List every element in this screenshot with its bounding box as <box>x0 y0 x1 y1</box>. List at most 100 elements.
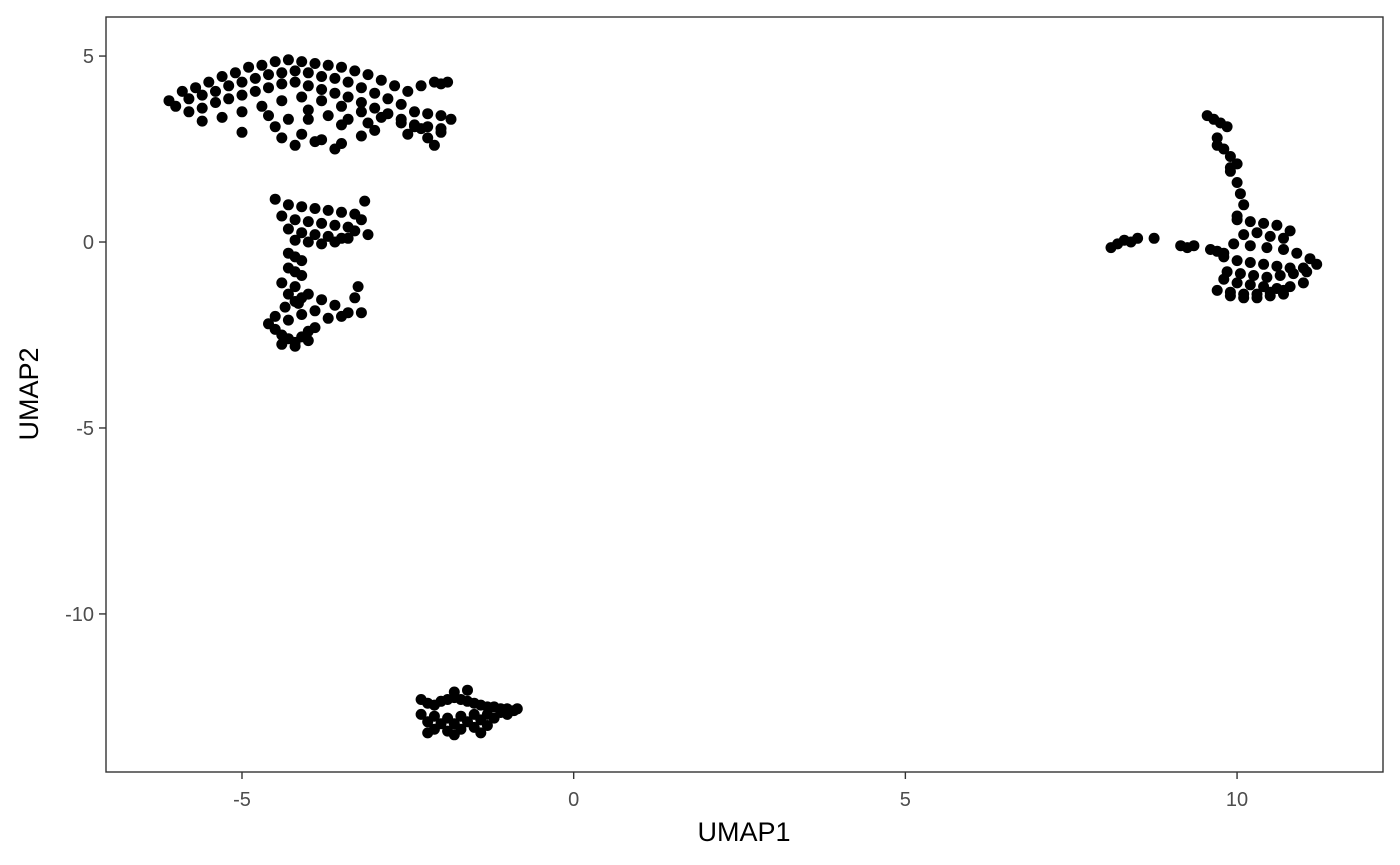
scatter-point <box>190 82 202 94</box>
scatter-point <box>309 322 321 334</box>
scatter-point <box>316 217 328 229</box>
scatter-point <box>1218 247 1230 259</box>
y-axis: 5 0 -5 -10 <box>65 46 106 626</box>
scatter-point <box>1234 188 1246 200</box>
scatter-point <box>448 686 460 698</box>
y-axis-title: UMAP2 <box>14 347 44 440</box>
scatter-point <box>369 87 381 99</box>
scatter-point <box>322 59 334 71</box>
scatter-point <box>256 59 268 71</box>
scatter-point <box>276 210 288 222</box>
scatter-point <box>1251 227 1263 239</box>
scatter-point <box>216 111 228 123</box>
scatter-point <box>342 232 354 244</box>
scatter-point <box>183 93 195 105</box>
scatter-point <box>309 229 321 241</box>
scatter-point <box>249 72 261 84</box>
scatter-point <box>282 113 294 125</box>
scatter-point <box>1244 216 1256 228</box>
scatter-point <box>409 106 420 118</box>
y-tick-label: 0 <box>83 232 94 254</box>
y-tick-label: -5 <box>76 418 94 440</box>
scatter-point <box>322 204 334 216</box>
points-layer <box>163 54 1323 741</box>
scatter-point <box>336 100 347 112</box>
scatter-point <box>1238 292 1250 304</box>
scatter-point <box>302 236 314 248</box>
scatter-point <box>269 56 281 68</box>
scatter-point <box>316 95 328 107</box>
scatter-point <box>329 143 341 155</box>
scatter-point <box>355 106 367 118</box>
scatter-point <box>289 65 301 77</box>
x-axis-title: UMAP1 <box>697 817 790 847</box>
scatter-point <box>263 69 274 81</box>
scatter-point <box>415 708 427 720</box>
scatter-point <box>302 335 314 347</box>
scatter-point <box>1278 288 1289 300</box>
scatter-point <box>276 277 288 289</box>
scatter-point <box>216 71 228 82</box>
scatter-point <box>1244 257 1256 268</box>
x-tick-label: -5 <box>233 789 251 811</box>
scatter-point <box>322 312 334 324</box>
scatter-point <box>435 110 447 122</box>
scatter-point <box>1218 273 1230 285</box>
scatter-point <box>249 85 261 97</box>
scatter-point <box>309 305 321 317</box>
scatter-point <box>236 89 248 101</box>
scatter-point <box>236 126 248 138</box>
scatter-point <box>349 292 361 304</box>
scatter-point <box>309 58 321 69</box>
scatter-point <box>1278 232 1289 244</box>
scatter-point <box>1251 292 1263 304</box>
scatter-point <box>282 223 294 235</box>
x-tick-label: 0 <box>568 789 579 811</box>
scatter-point <box>296 201 308 213</box>
scatter-point <box>276 132 288 144</box>
scatter-point <box>501 708 513 720</box>
scatter-point <box>176 85 188 97</box>
scatter-point <box>1211 139 1223 151</box>
scatter-point <box>389 80 401 92</box>
scatter-point <box>1148 232 1160 244</box>
scatter-point <box>442 76 454 88</box>
scatter-point <box>342 113 354 125</box>
scatter-point <box>296 309 308 320</box>
scatter-point <box>488 712 500 724</box>
scatter-point <box>481 720 493 731</box>
scatter-point <box>359 195 371 207</box>
scatter-point <box>1261 242 1273 254</box>
scatter-point <box>302 80 314 92</box>
scatter-point <box>342 76 354 88</box>
scatter-point <box>289 281 301 293</box>
scatter-point <box>236 106 248 118</box>
scatter-point <box>276 67 288 79</box>
scatter-point <box>302 288 314 300</box>
scatter-point <box>289 340 301 352</box>
scatter-point <box>1271 260 1283 272</box>
scatter-point <box>445 113 457 125</box>
scatter-point <box>409 121 420 133</box>
scatter-point <box>1258 258 1270 270</box>
scatter-point <box>355 97 367 108</box>
scatter-point <box>1224 290 1236 302</box>
scatter-point <box>263 82 274 94</box>
scatter-point <box>289 76 301 88</box>
scatter-point <box>269 310 281 322</box>
scatter-point <box>282 54 294 66</box>
scatter-point <box>462 684 473 696</box>
scatter-point <box>435 126 447 138</box>
scatter-point <box>352 281 364 293</box>
scatter-point <box>349 225 361 237</box>
scatter-point <box>329 87 341 99</box>
scatter-point <box>263 110 274 122</box>
scatter-point <box>1264 230 1276 242</box>
scatter-point <box>210 97 221 108</box>
scatter-point <box>329 219 341 231</box>
scatter-point <box>289 139 301 151</box>
scatter-point <box>1228 238 1240 250</box>
scatter-point <box>322 110 334 122</box>
scatter-point <box>229 67 241 79</box>
scatter-point <box>289 214 301 226</box>
